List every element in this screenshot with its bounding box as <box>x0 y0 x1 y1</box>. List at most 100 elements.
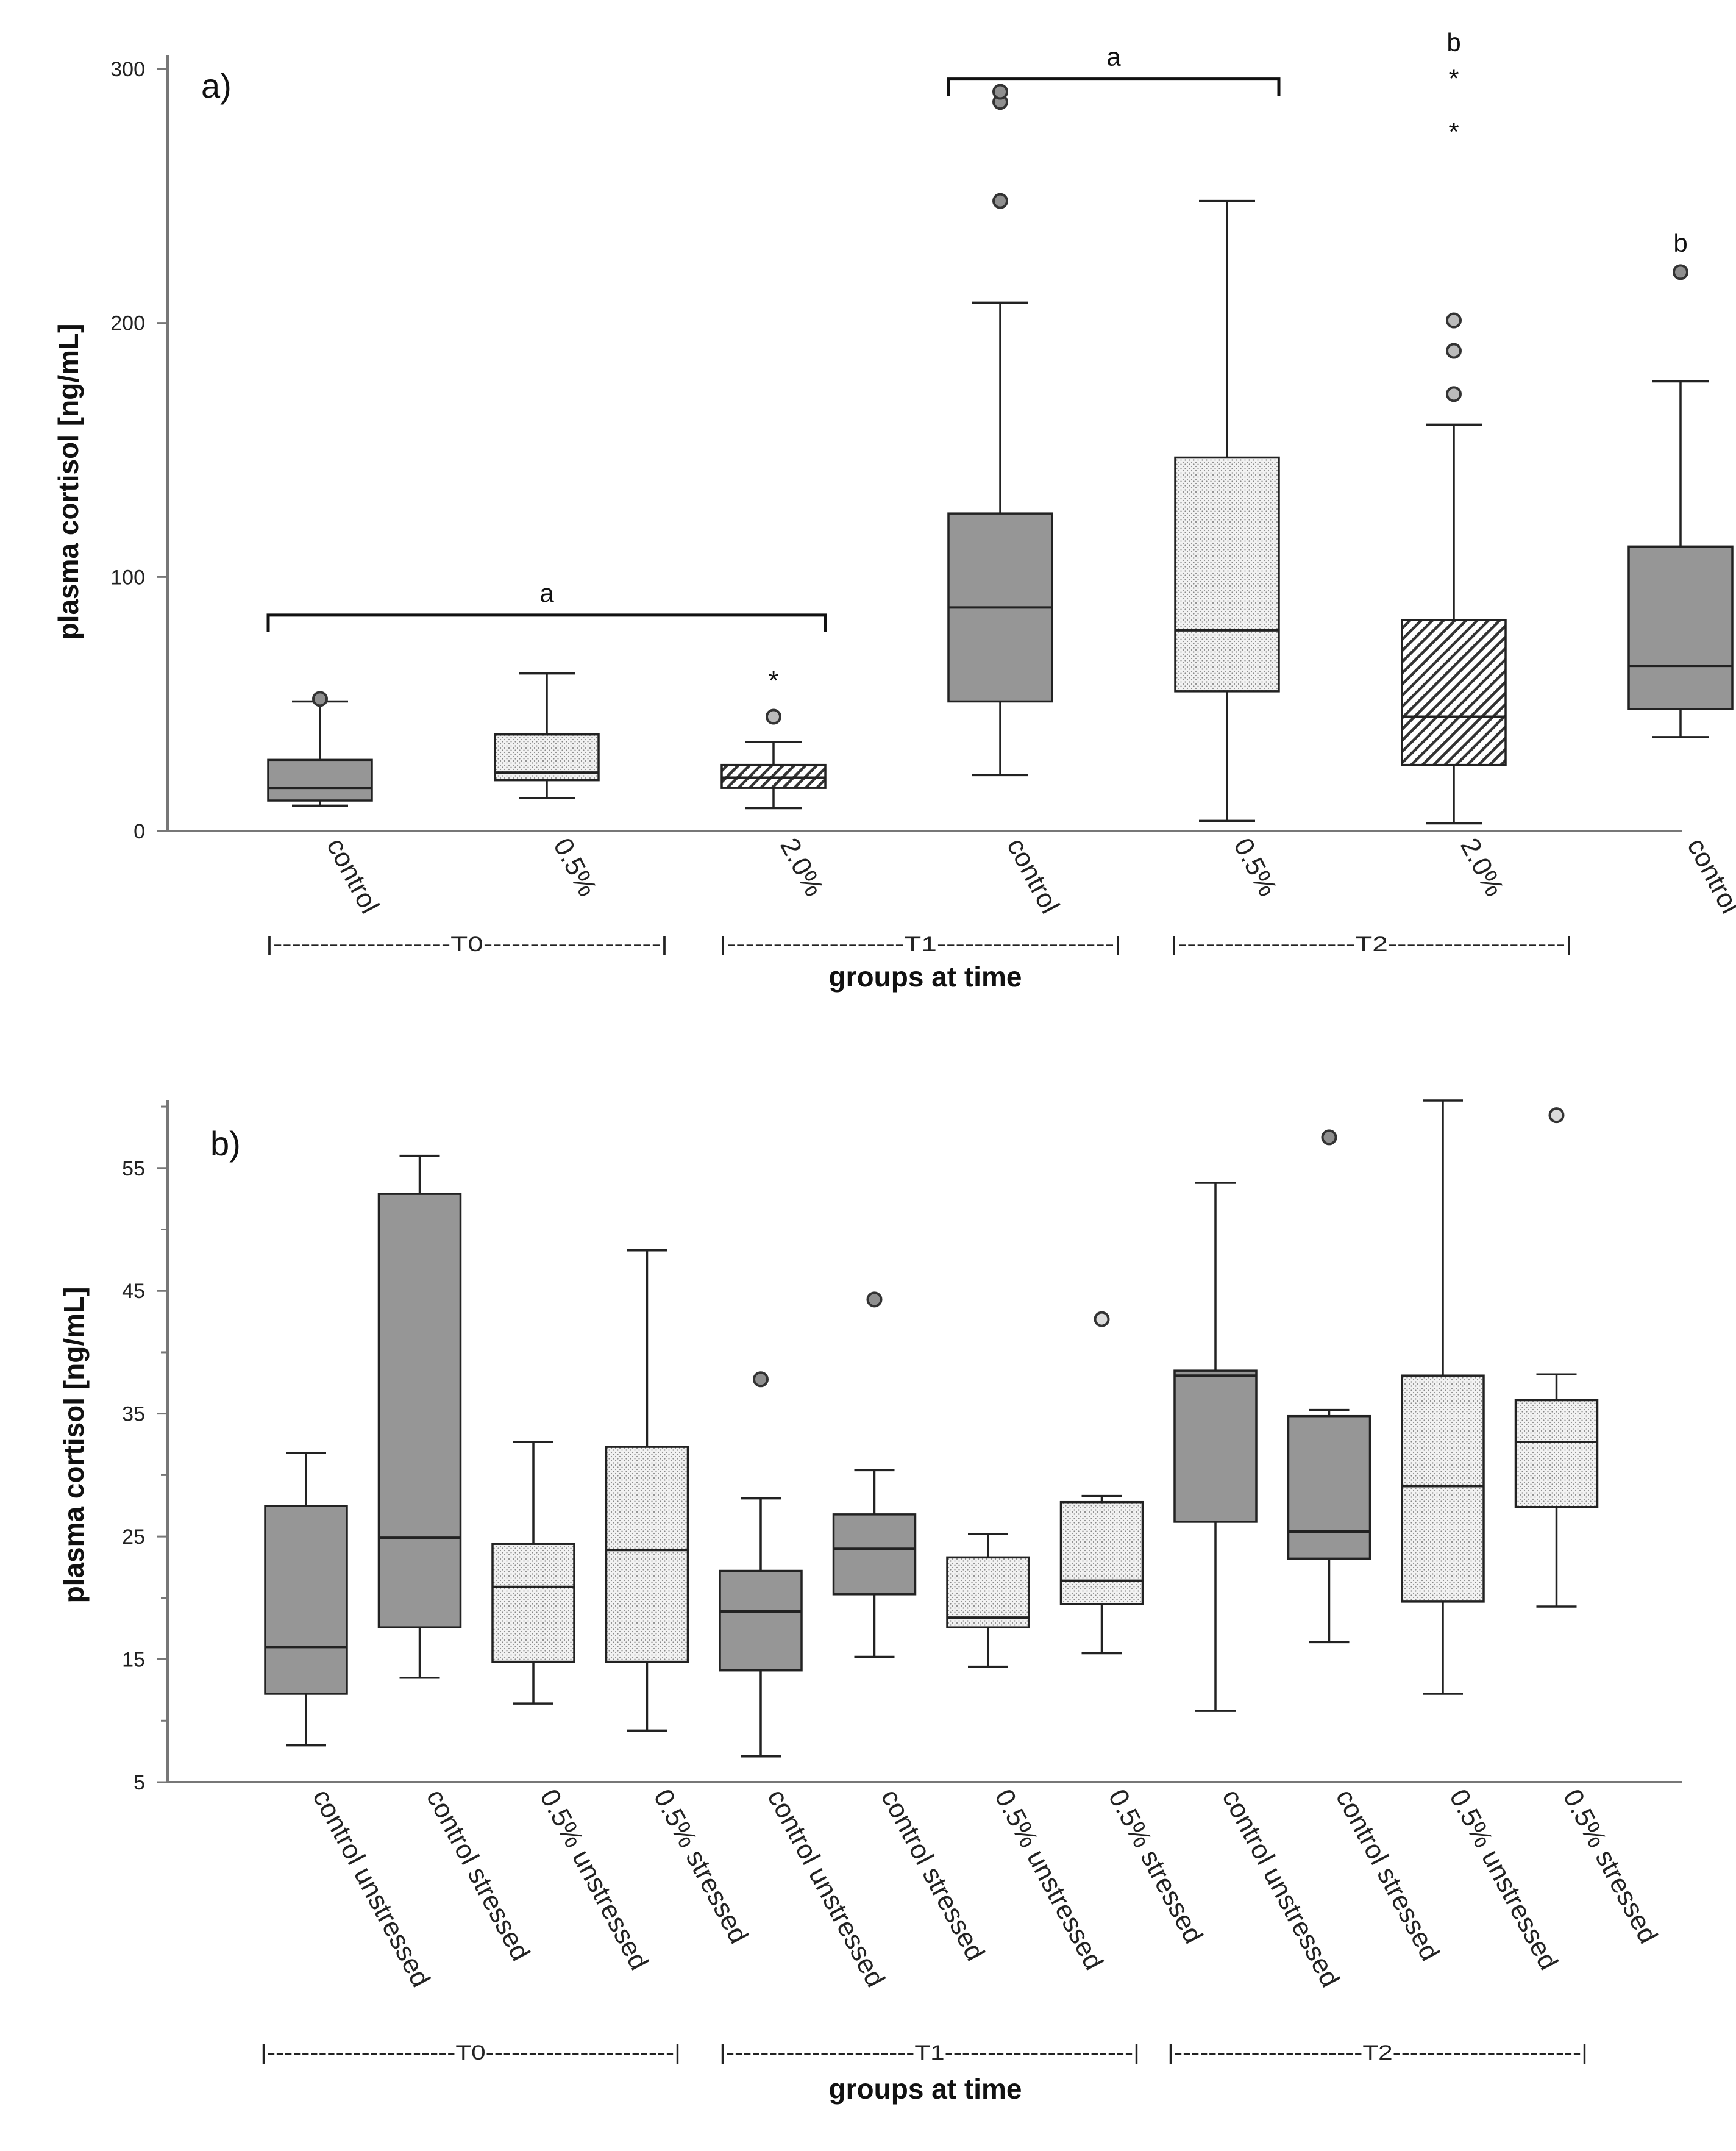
panel-b-boxes <box>264 1099 1599 1758</box>
x-tick-label: 0.5% stressed <box>648 1785 754 1949</box>
panel-a-boxes: * * * <box>267 64 1734 825</box>
x-tick-label: control <box>1001 833 1065 919</box>
outlier-point <box>766 708 781 725</box>
y-tick-label: 55 <box>122 1157 145 1180</box>
panel-b-y-axis-title: plasma cortisol [ng/mL] <box>58 1287 90 1603</box>
box-2 <box>377 1154 462 1679</box>
y-tick-label: 5 <box>133 1771 145 1794</box>
x-tick-label: 0.5% stressed <box>1557 1785 1663 1949</box>
box-iqr <box>720 763 827 789</box>
panel-a-group-label-t0: |-------------------T0------------------… <box>266 933 668 956</box>
outlier-point <box>992 84 1008 100</box>
y-tick-label: 100 <box>110 566 145 589</box>
x-tick-label: 0.5% <box>547 833 602 902</box>
panel-a-group-label-t1: |-------------------T1------------------… <box>719 933 1122 956</box>
x-tick-label: 0.5% <box>1228 833 1282 902</box>
x-tick-label: control <box>1681 833 1736 919</box>
box-iqr <box>1174 456 1280 693</box>
box-iqr <box>1059 1500 1144 1605</box>
box-2 <box>494 672 600 799</box>
x-tick-label: control stressed <box>421 1785 536 1966</box>
outlier-point <box>1673 264 1688 280</box>
box-iqr <box>1173 1369 1258 1523</box>
box-5 <box>1174 199 1280 822</box>
box-8 <box>1059 1311 1144 1655</box>
y-tick-label: 300 <box>110 58 145 81</box>
panel-b-label: b) <box>210 1124 241 1163</box>
panel-b-group-label-t2: |----------------------T2---------------… <box>1167 2041 1588 2064</box>
outlier-point <box>1446 386 1462 402</box>
box-iqr <box>491 1543 575 1663</box>
panel-a-x-axis-title: groups at time <box>829 961 1022 993</box>
outlier-point <box>992 193 1008 209</box>
box-11 <box>1401 1099 1485 1695</box>
outlier-point <box>1548 1107 1565 1124</box>
x-tick-label: control unstressed <box>307 1785 436 1992</box>
outlier-point <box>1446 343 1462 359</box>
extreme-point: * <box>1448 117 1459 147</box>
box-1 <box>267 691 373 807</box>
x-tick-label: 2.0% <box>1454 833 1509 902</box>
y-tick-label: 200 <box>110 312 145 335</box>
box-iqr <box>1401 619 1507 766</box>
x-tick-label: 0.5% unstressed <box>1443 1785 1563 1975</box>
extreme-point: * <box>1448 64 1459 94</box>
x-tick-label: 0.5% unstressed <box>989 1785 1109 1975</box>
box-iqr <box>832 1513 917 1596</box>
x-tick-label: control stressed <box>875 1785 991 1966</box>
significance-bracket <box>947 77 1281 96</box>
x-tick-label: 0.5% stressed <box>1103 1785 1209 1949</box>
box-4 <box>947 84 1053 777</box>
significance-letter: b <box>1673 229 1687 257</box>
x-tick-label: 2.0% <box>774 833 829 902</box>
significance-letter: b <box>1446 28 1460 57</box>
box-iqr <box>267 758 373 802</box>
box-3 <box>491 1441 575 1705</box>
significance-letter: a <box>539 579 554 607</box>
box-iqr <box>1401 1374 1485 1603</box>
panel-a-annotations: aabbab <box>266 28 1688 632</box>
y-tick-label: 25 <box>122 1525 145 1549</box>
y-tick-label: 45 <box>122 1280 145 1303</box>
box-iqr <box>719 1569 803 1672</box>
outlier-point <box>1094 1311 1110 1327</box>
box-5 <box>719 1371 803 1758</box>
box-iqr <box>377 1193 462 1628</box>
x-tick-label: control unstressed <box>1216 1785 1345 1992</box>
x-tick-label: control stressed <box>1330 1785 1445 1966</box>
box-1 <box>264 1452 348 1747</box>
box-iqr <box>1287 1414 1371 1560</box>
box-iqr <box>1514 1399 1599 1508</box>
panel-a-y-axis-title: plasma cortisol [ng/mL] <box>52 324 84 640</box>
box-9 <box>1173 1182 1258 1712</box>
panel-a-y-ticks: 0 100 200 300 <box>110 58 168 843</box>
box-iqr <box>605 1446 689 1663</box>
panel-b-group-label-t1: |----------------------T1---------------… <box>719 2041 1140 2064</box>
box-12 <box>1514 1107 1599 1608</box>
box-7 <box>946 1533 1030 1668</box>
extreme-point: * <box>768 666 778 696</box>
outlier-point <box>866 1291 883 1308</box>
y-tick-label: 15 <box>122 1649 145 1672</box>
panel-a-label: a) <box>201 66 232 105</box>
panel-b-x-axis-title: groups at time <box>829 2073 1022 2105</box>
y-tick-label: 35 <box>122 1403 145 1426</box>
box-7 <box>1628 264 1734 738</box>
panel-b-y-ticks: 5 15 25 35 45 55 <box>122 1105 168 1794</box>
x-tick-label: control <box>321 833 385 919</box>
x-tick-label: 0.5% unstressed <box>534 1785 654 1975</box>
box-iqr <box>1628 545 1734 710</box>
panel-a-group-label-t2: |-------------------T2------------------… <box>1170 933 1573 956</box>
outlier-point <box>1321 1129 1337 1146</box>
significance-bracket <box>266 613 827 632</box>
box-6 <box>832 1291 917 1658</box>
panel-a-x-tick-labels: control0.5%2.0%control0.5%2.0%control0.5… <box>321 833 1736 919</box>
box-10 <box>1287 1129 1371 1644</box>
box-4 <box>605 1249 689 1732</box>
y-tick-label: 0 <box>133 820 145 843</box>
outlier-point <box>1446 312 1462 329</box>
